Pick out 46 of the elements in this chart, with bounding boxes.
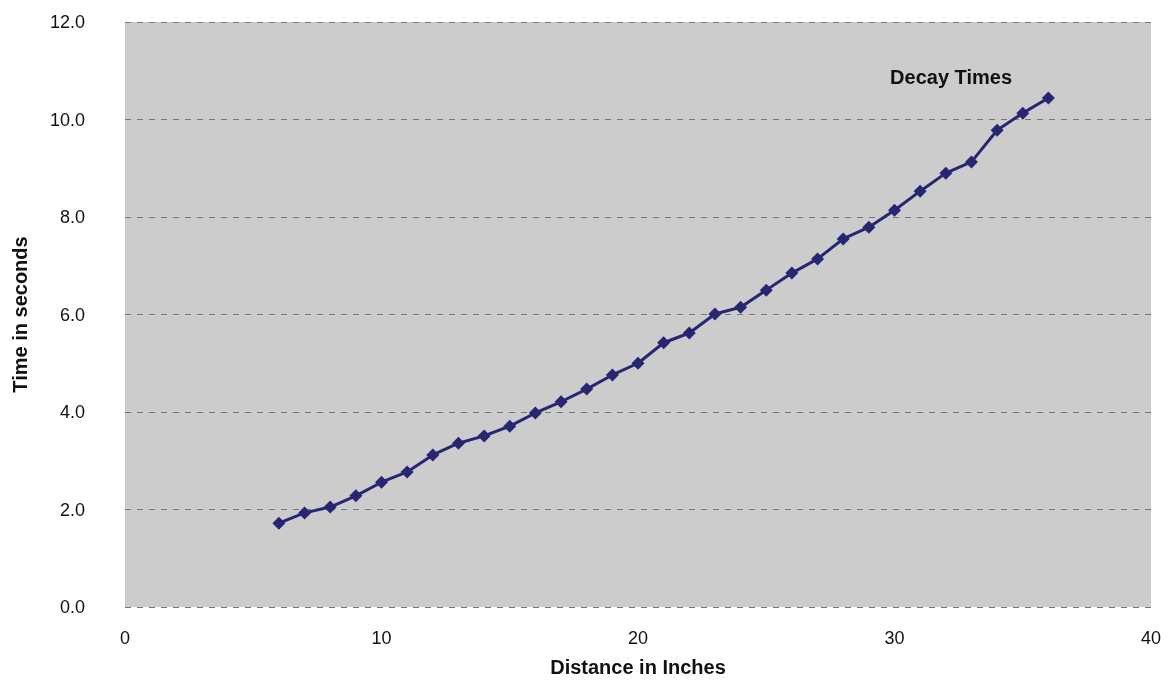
y-tick-label: 6.0	[59, 304, 85, 325]
point	[1041, 91, 1055, 105]
point	[862, 220, 876, 234]
point	[708, 307, 722, 321]
x-tick-label: 40	[1140, 628, 1162, 648]
point	[990, 123, 1004, 137]
point	[939, 166, 953, 180]
x-tick-label: 10	[371, 628, 392, 648]
point	[682, 326, 696, 340]
point	[759, 283, 773, 297]
text: Decay Times	[890, 66, 1012, 88]
point	[836, 232, 850, 246]
point	[811, 252, 825, 266]
x-axis-title: Distance in Inches	[550, 656, 726, 678]
point	[349, 489, 363, 503]
point	[451, 436, 465, 450]
y-tick-label: 10.0	[49, 109, 85, 130]
point	[605, 368, 619, 382]
point	[426, 448, 440, 462]
y-axis-title: Time in seconds	[9, 236, 31, 393]
point	[503, 419, 517, 433]
point	[734, 300, 748, 314]
x-tick-label: 20	[627, 628, 649, 648]
point	[554, 395, 568, 409]
point	[528, 406, 542, 420]
y-tick-label: 0.0	[59, 597, 85, 617]
y-tick-label: 4.0	[59, 402, 85, 422]
y-tick-label: 12.0	[49, 12, 85, 32]
point	[477, 429, 491, 443]
point	[272, 516, 286, 530]
y-tick-label: 2.0	[59, 499, 85, 520]
point	[631, 356, 645, 370]
x-tick-label: 0	[119, 628, 131, 648]
x-tick-label: 30	[884, 628, 905, 648]
point	[913, 184, 927, 198]
point	[298, 506, 312, 520]
point	[400, 465, 414, 479]
point	[323, 500, 337, 514]
point	[580, 382, 594, 396]
point	[785, 266, 799, 280]
point	[375, 475, 388, 489]
y-tick-label: 8.0	[59, 207, 85, 227]
point	[657, 336, 671, 350]
point	[888, 203, 901, 217]
point	[964, 155, 978, 169]
point	[1016, 106, 1030, 120]
